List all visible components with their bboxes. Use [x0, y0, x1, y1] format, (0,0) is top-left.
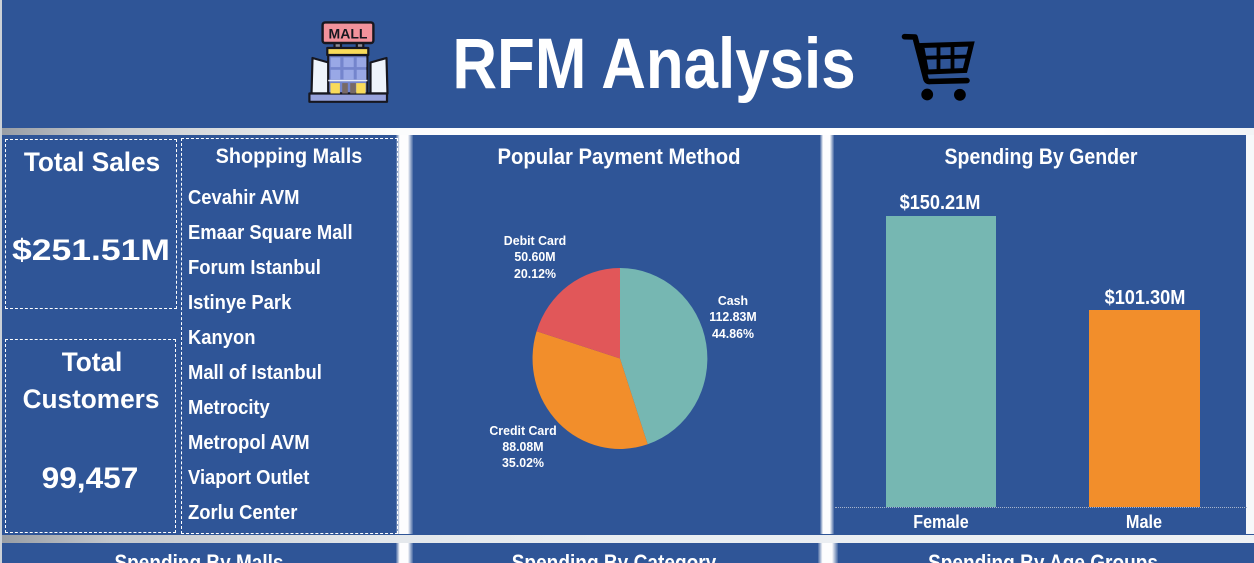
svg-text:MALL: MALL	[329, 26, 368, 42]
